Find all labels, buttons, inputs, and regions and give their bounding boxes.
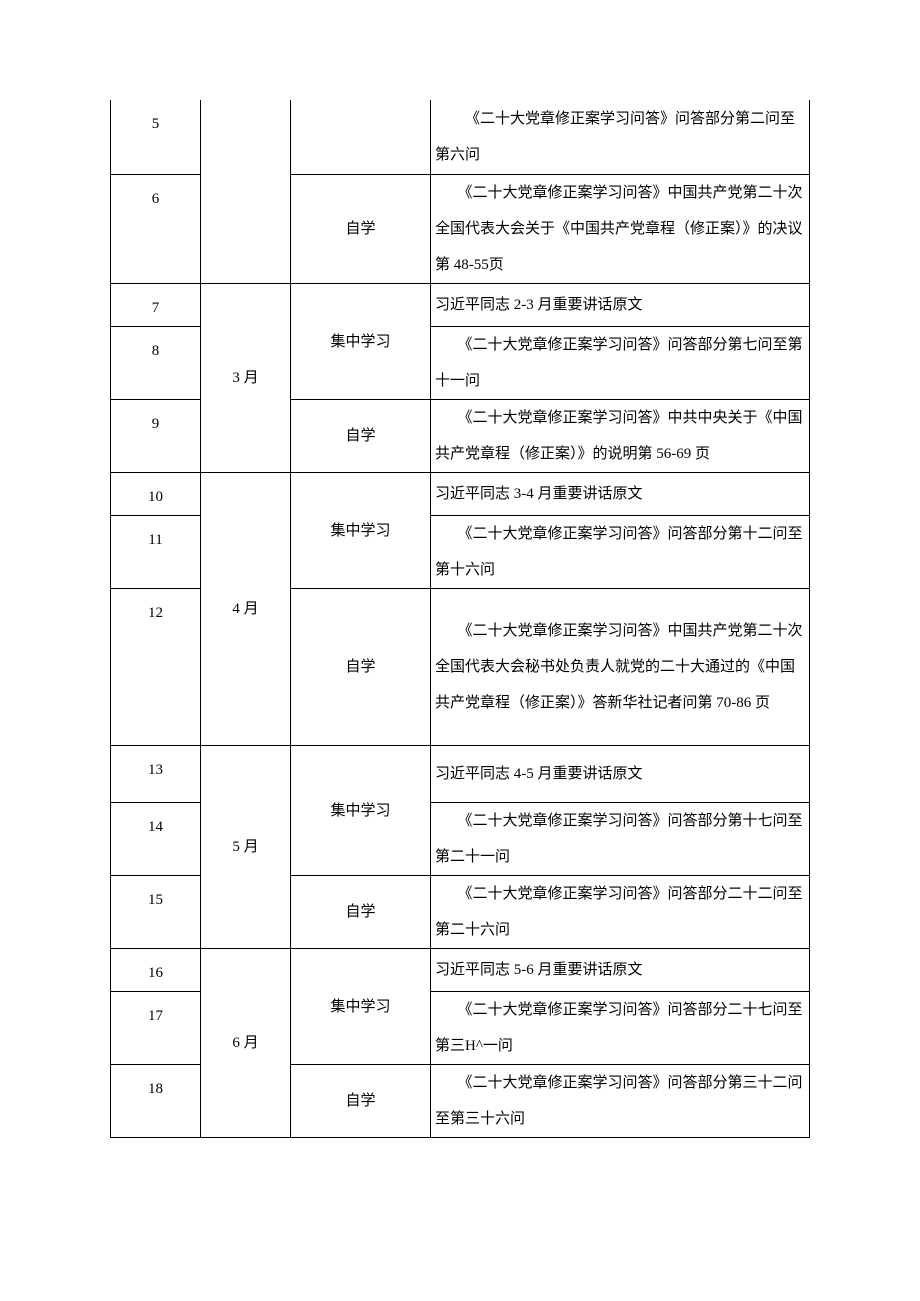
cell-content: 《二十大党章修正案学习问答》问答部分第十七问至第二十一问 bbox=[431, 803, 810, 876]
cell-seq: 9 bbox=[111, 400, 201, 473]
cell-content: 《二十大党章修正案学习问答》问答部分第三十二问至第三十六问 bbox=[431, 1065, 810, 1138]
table-row: 10 4 月 集中学习 习近平同志 3-4 月重要讲话原文 bbox=[111, 473, 810, 516]
cell-type: 自学 bbox=[291, 876, 431, 949]
document-page: 5 《二十大党章修正案学习问答》问答部分第二问至第六问 6 自学 《二十大党章修… bbox=[0, 0, 920, 1238]
cell-type: 自学 bbox=[291, 1065, 431, 1138]
cell-content: 习近平同志 4-5 月重要讲话原文 bbox=[431, 746, 810, 803]
cell-type: 集中学习 bbox=[291, 949, 431, 1065]
cell-content: 《二十大党章修正案学习问答》问答部分第十二问至第十六问 bbox=[431, 516, 810, 589]
cell-month: 5 月 bbox=[201, 746, 291, 949]
cell-type: 自学 bbox=[291, 400, 431, 473]
cell-content: 《二十大党章修正案学习问答》中国共产党第二十次全国代表大会关于《中国共产党章程（… bbox=[431, 175, 810, 284]
cell-type: 集中学习 bbox=[291, 746, 431, 876]
cell-seq: 8 bbox=[111, 327, 201, 400]
cell-seq: 15 bbox=[111, 876, 201, 949]
cell-seq: 7 bbox=[111, 284, 201, 327]
cell-type: 自学 bbox=[291, 175, 431, 284]
cell-seq: 13 bbox=[111, 746, 201, 803]
cell-content: 习近平同志 2-3 月重要讲话原文 bbox=[431, 284, 810, 327]
cell-content: 《二十大党章修正案学习问答》问答部分二十二问至第二十六问 bbox=[431, 876, 810, 949]
cell-type: 集中学习 bbox=[291, 473, 431, 589]
cell-seq: 5 bbox=[111, 100, 201, 175]
cell-type: 集中学习 bbox=[291, 284, 431, 400]
cell-seq: 18 bbox=[111, 1065, 201, 1138]
cell-content: 习近平同志 5-6 月重要讲话原文 bbox=[431, 949, 810, 992]
table-row: 7 3 月 集中学习 习近平同志 2-3 月重要讲话原文 bbox=[111, 284, 810, 327]
cell-month: 6 月 bbox=[201, 949, 291, 1138]
cell-seq: 6 bbox=[111, 175, 201, 284]
table-row: 5 《二十大党章修正案学习问答》问答部分第二问至第六问 bbox=[111, 100, 810, 175]
cell-content: 《二十大党章修正案学习问答》中国共产党第二十次全国代表大会秘书处负责人就党的二十… bbox=[431, 589, 810, 746]
cell-content: 《二十大党章修正案学习问答》问答部分第七问至第十一问 bbox=[431, 327, 810, 400]
table-row: 16 6 月 集中学习 习近平同志 5-6 月重要讲话原文 bbox=[111, 949, 810, 992]
cell-content: 《二十大党章修正案学习问答》中共中央关于《中国共产党章程（修正案）》的说明第 5… bbox=[431, 400, 810, 473]
table-row: 13 5 月 集中学习 习近平同志 4-5 月重要讲话原文 bbox=[111, 746, 810, 803]
cell-month bbox=[201, 100, 291, 284]
cell-content: 习近平同志 3-4 月重要讲话原文 bbox=[431, 473, 810, 516]
cell-seq: 17 bbox=[111, 992, 201, 1065]
cell-seq: 12 bbox=[111, 589, 201, 746]
cell-seq: 11 bbox=[111, 516, 201, 589]
cell-type bbox=[291, 100, 431, 175]
cell-month: 4 月 bbox=[201, 473, 291, 746]
study-plan-table: 5 《二十大党章修正案学习问答》问答部分第二问至第六问 6 自学 《二十大党章修… bbox=[110, 100, 810, 1138]
cell-content: 《二十大党章修正案学习问答》问答部分二十七问至第三H^一问 bbox=[431, 992, 810, 1065]
cell-content: 《二十大党章修正案学习问答》问答部分第二问至第六问 bbox=[431, 100, 810, 175]
cell-seq: 10 bbox=[111, 473, 201, 516]
cell-type: 自学 bbox=[291, 589, 431, 746]
cell-month: 3 月 bbox=[201, 284, 291, 473]
cell-seq: 16 bbox=[111, 949, 201, 992]
cell-seq: 14 bbox=[111, 803, 201, 876]
